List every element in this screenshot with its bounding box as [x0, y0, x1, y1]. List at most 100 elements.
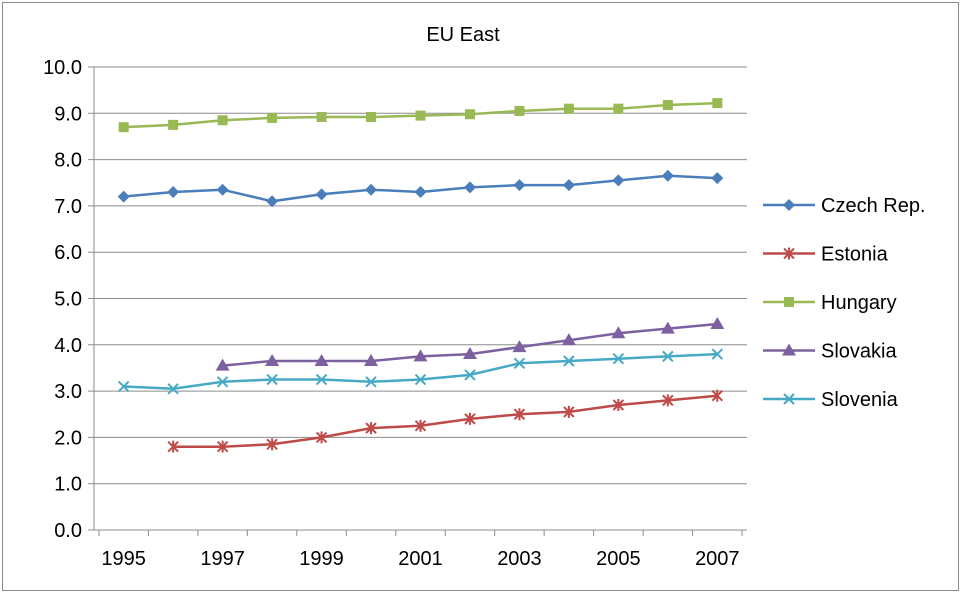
data-point	[662, 99, 673, 110]
data-point	[710, 316, 725, 329]
data-point	[563, 355, 575, 367]
data-point	[463, 181, 476, 194]
data-point	[563, 103, 574, 114]
data-point	[513, 179, 526, 192]
data-point	[783, 199, 795, 211]
series-slovakia	[215, 316, 725, 371]
data-point	[414, 419, 427, 432]
x-tick-label: 1997	[200, 548, 245, 570]
x-tick-label: 2001	[398, 548, 443, 570]
data-point	[315, 188, 328, 201]
series-line	[173, 394, 718, 448]
data-point	[462, 347, 477, 360]
series-hungary	[118, 98, 723, 133]
data-point	[217, 115, 228, 126]
x-tick-label: 1999	[299, 548, 344, 570]
legend-label: Czech Rep.	[821, 195, 926, 217]
y-tick-label: 5.0	[54, 289, 82, 311]
x-tick-label: 2003	[497, 548, 542, 570]
data-point	[117, 380, 130, 393]
series-estonia	[167, 389, 724, 453]
legend-label: Estonia	[821, 244, 889, 266]
data-point	[612, 174, 625, 187]
data-point	[464, 412, 476, 425]
data-point	[316, 112, 327, 123]
y-tick-label: 6.0	[54, 242, 82, 264]
data-point	[118, 122, 129, 133]
legend-entry: Slovenia	[763, 389, 899, 411]
y-tick-label: 4.0	[54, 335, 82, 357]
data-point	[513, 408, 526, 421]
data-point	[711, 348, 724, 360]
data-point	[117, 190, 130, 203]
data-point	[266, 195, 279, 208]
data-point	[216, 376, 229, 388]
legend: Czech Rep. Estonia Hungary Slovakia Slovenia	[763, 195, 926, 411]
y-tick-label: 8.0	[54, 150, 82, 172]
y-tick-label: 2.0	[54, 427, 82, 449]
legend-label: Slovakia	[821, 341, 897, 363]
line-chart: EU East 0.0 1.0 2.0 3.0 4.0 5.0 6.0 7.0 8.0 9.0 10…	[43, 24, 926, 570]
legend-entry: Estonia	[763, 244, 889, 266]
y-tick-label: 1.0	[54, 474, 82, 496]
series-slovenia	[117, 348, 724, 395]
data-point	[661, 169, 674, 182]
data-point	[265, 354, 280, 367]
data-point	[662, 350, 674, 363]
data-point	[365, 183, 378, 196]
data-point	[711, 389, 724, 402]
data-point	[563, 405, 575, 418]
legend-entry: Hungary	[763, 292, 897, 314]
data-point	[562, 179, 575, 192]
data-point	[314, 354, 329, 367]
legend-label: Slovenia	[821, 389, 899, 411]
data-point	[464, 109, 475, 120]
chart-title: EU East	[426, 24, 500, 46]
data-point	[167, 186, 180, 199]
data-point	[365, 422, 377, 435]
x-tick-label: 2005	[596, 548, 641, 570]
data-point	[168, 119, 179, 130]
data-point	[315, 431, 328, 444]
data-point	[611, 326, 626, 339]
data-point	[167, 383, 179, 395]
data-point	[364, 354, 379, 367]
series-group	[117, 98, 725, 453]
data-point	[711, 172, 724, 185]
data-point	[216, 440, 229, 453]
data-point	[267, 112, 278, 123]
data-point	[266, 373, 278, 386]
legend-label: Hungary	[821, 292, 897, 314]
y-tick-label: 3.0	[54, 381, 82, 403]
data-point	[783, 247, 795, 260]
legend-entry: Czech Rep.	[763, 195, 926, 217]
data-point	[415, 110, 426, 121]
axes	[88, 66, 747, 536]
y-tick-label: 10.0	[43, 57, 82, 79]
data-point	[612, 398, 625, 411]
data-point	[561, 333, 576, 346]
data-point	[660, 321, 675, 334]
x-tick-label: 2007	[695, 548, 740, 570]
data-point	[266, 438, 278, 451]
data-point	[514, 105, 525, 116]
data-point	[512, 340, 527, 353]
data-point	[414, 373, 427, 386]
y-tick-label: 9.0	[54, 103, 82, 125]
data-point	[365, 376, 377, 388]
data-point	[414, 186, 427, 199]
data-point	[513, 357, 526, 370]
data-point	[784, 297, 794, 307]
legend-entry: Slovakia	[763, 341, 897, 363]
data-point	[215, 358, 230, 371]
data-point	[315, 373, 328, 386]
data-point	[782, 343, 796, 356]
data-point	[662, 394, 674, 407]
data-point	[413, 349, 428, 362]
data-point	[712, 98, 723, 109]
y-tick-label: 0.0	[54, 520, 82, 542]
data-point	[167, 440, 179, 453]
data-point	[613, 103, 624, 114]
x-tick-label: 1995	[101, 548, 146, 570]
